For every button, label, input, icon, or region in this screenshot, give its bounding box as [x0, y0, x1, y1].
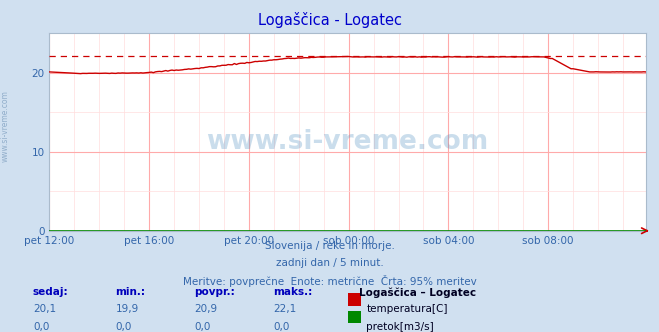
Text: 0,0: 0,0: [33, 322, 49, 332]
Text: min.:: min.:: [115, 287, 146, 297]
Text: www.si-vreme.com: www.si-vreme.com: [1, 90, 10, 162]
Text: Slovenija / reke in morje.: Slovenija / reke in morje.: [264, 241, 395, 251]
Text: 0,0: 0,0: [273, 322, 290, 332]
Text: Logaščica - Logatec: Logaščica - Logatec: [258, 12, 401, 28]
Text: 20,9: 20,9: [194, 304, 217, 314]
Text: 0,0: 0,0: [115, 322, 132, 332]
Text: 22,1: 22,1: [273, 304, 297, 314]
Text: temperatura[C]: temperatura[C]: [366, 304, 448, 314]
Text: Logaščica – Logatec: Logaščica – Logatec: [359, 287, 476, 298]
Text: pretok[m3/s]: pretok[m3/s]: [366, 322, 434, 332]
Text: 0,0: 0,0: [194, 322, 211, 332]
Text: zadnji dan / 5 minut.: zadnji dan / 5 minut.: [275, 258, 384, 268]
Text: 19,9: 19,9: [115, 304, 138, 314]
Text: www.si-vreme.com: www.si-vreme.com: [206, 129, 489, 155]
Text: sedaj:: sedaj:: [33, 287, 69, 297]
Text: Meritve: povprečne  Enote: metrične  Črta: 95% meritev: Meritve: povprečne Enote: metrične Črta:…: [183, 275, 476, 287]
Text: maks.:: maks.:: [273, 287, 313, 297]
Text: 20,1: 20,1: [33, 304, 56, 314]
Text: povpr.:: povpr.:: [194, 287, 235, 297]
